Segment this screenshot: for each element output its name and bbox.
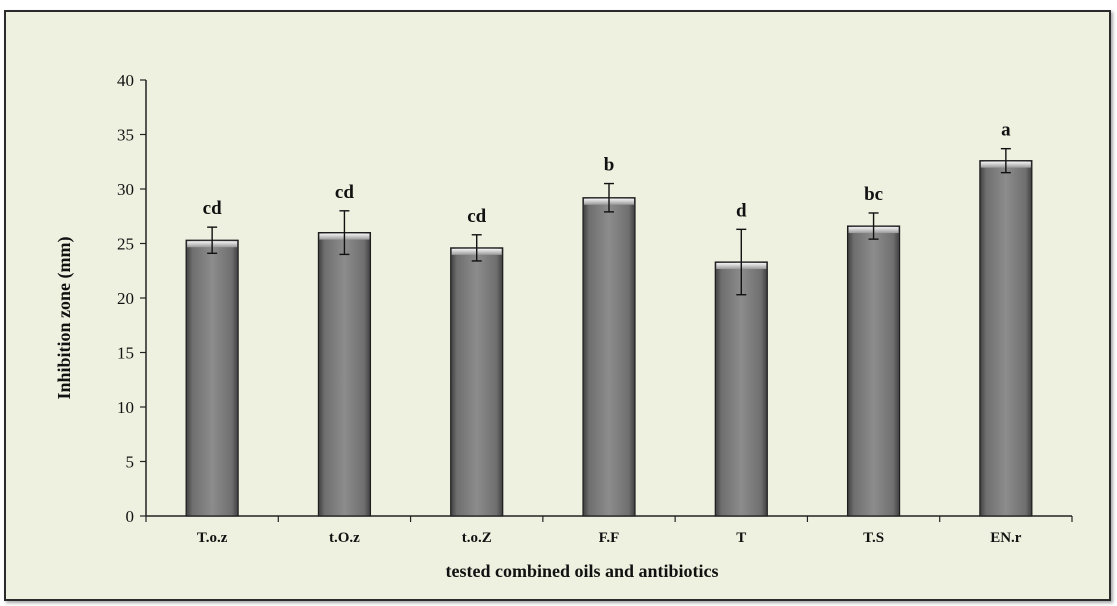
y-tick-label: 0 [126, 507, 135, 526]
significance-label-T.o.z: cd [203, 198, 222, 219]
x-tick-label-T: T [736, 530, 746, 546]
significance-label-EN.r: a [1001, 120, 1011, 141]
x-tick-label-t.o.Z: t.o.Z [462, 530, 492, 546]
y-tick-label: 15 [117, 344, 134, 363]
y-tick-label: 25 [117, 235, 134, 254]
y-tick-label: 20 [117, 289, 134, 308]
axes: 0 5 10 15 20 25 30 35 40 [117, 71, 1073, 526]
significance-label-F.F: b [604, 155, 615, 176]
x-tick-label-EN.r: EN.r [990, 530, 1022, 546]
x-tick-label-T.o.z: T.o.z [197, 530, 228, 546]
bar-F.F [582, 197, 636, 517]
bar-T [714, 261, 768, 517]
significance-label-T: d [736, 200, 747, 221]
y-tick-label: 5 [126, 453, 135, 472]
x-tick-label-t.O.z: t.O.z [329, 530, 360, 546]
significance-label-T.S: bc [864, 184, 883, 205]
x-tick-label-F.F: F.F [599, 530, 620, 546]
y-axis-title: Inhibition zone (mm) [54, 236, 75, 399]
significance-label-t.o.Z: cd [467, 206, 486, 227]
x-tick-label-T.S: T.S [863, 530, 884, 546]
x-axis-title: tested combined oils and antibiotics [445, 561, 718, 581]
significance-label-t.O.z: cd [335, 182, 354, 203]
y-tick-label: 40 [117, 71, 134, 90]
bar-t.O.z [317, 232, 372, 517]
bar-T.o.z [185, 239, 239, 517]
y-tick-label: 35 [117, 126, 134, 145]
bar-t.o.Z [450, 247, 504, 517]
y-tick-label: 30 [117, 180, 134, 199]
bar-EN.r [979, 160, 1033, 517]
labels: cd T.o.z cd t.O.z cd t.o.Z b F.F d Tbc T.S a EN.r [197, 120, 1022, 546]
y-tick-label: 10 [117, 398, 134, 417]
bar-T.S [846, 225, 901, 517]
bars [185, 147, 1033, 517]
